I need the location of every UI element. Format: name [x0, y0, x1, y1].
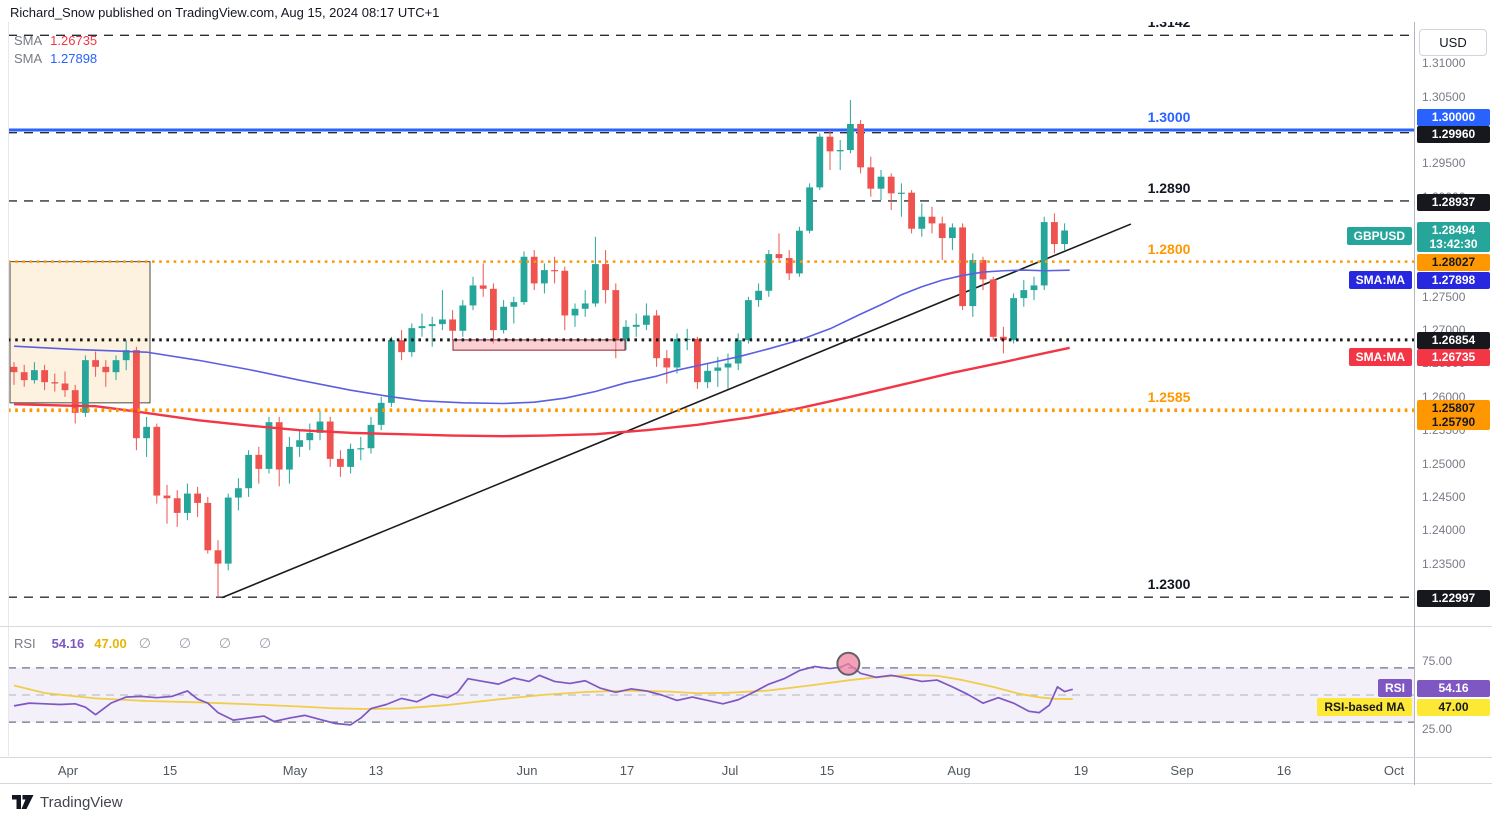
- price-tick: 1.24500: [1422, 489, 1466, 504]
- time-tick: Sep: [1170, 763, 1194, 778]
- axis-price-badge[interactable]: 47.00: [1417, 698, 1490, 716]
- currency-unit-button[interactable]: USD: [1419, 29, 1487, 56]
- series-name-badge: RSI-based MA: [1317, 698, 1412, 716]
- time-tick: May: [282, 763, 308, 778]
- time-tick: Apr: [57, 763, 79, 778]
- level-label: 1.3000: [1147, 109, 1191, 125]
- sma-legend-row-1[interactable]: SMA 1.26735: [14, 33, 97, 48]
- level-label: 1.2890: [1147, 179, 1191, 196]
- axis-price-badge[interactable]: 1.28027: [1417, 253, 1490, 271]
- axis-price-badge[interactable]: 1.30000: [1417, 108, 1490, 126]
- axis-price-badge[interactable]: 1.26735: [1417, 348, 1490, 366]
- rsi-tick: 75.00: [1422, 654, 1453, 669]
- axis-price-badge[interactable]: 54.16: [1417, 679, 1490, 697]
- axis-price-badge[interactable]: 1.29960: [1417, 125, 1490, 143]
- rsi-label: RSI: [14, 636, 36, 651]
- pane-divider[interactable]: [0, 626, 1492, 627]
- sma-fast-value: 1.27898: [50, 51, 98, 66]
- time-tick: 15: [819, 763, 835, 778]
- tradingview-logo-text: TradingView: [40, 793, 123, 811]
- rsi-line: [13, 662, 1073, 726]
- axis-price-badge[interactable]: 1.25807 1.25790: [1417, 400, 1490, 430]
- series-name-badge: RSI: [1377, 679, 1412, 697]
- time-tick: 19: [1073, 763, 1089, 778]
- axis-price-badge[interactable]: 1.28494 13:42:30: [1417, 222, 1490, 252]
- time-tick: 13: [368, 763, 384, 778]
- price-tick: 1.23500: [1422, 556, 1466, 571]
- axis-price-badge[interactable]: 1.27898: [1417, 271, 1490, 289]
- rsi-band: [8, 667, 1414, 723]
- level-label: 1.2800: [1147, 240, 1191, 257]
- sma-slow-value: 1.26735: [50, 33, 98, 48]
- sma-label: SMA: [14, 33, 43, 48]
- time-tick: Aug: [947, 763, 971, 778]
- rsi-ma-line: [13, 674, 1073, 710]
- attribution-text: Richard_Snow published on TradingView.co…: [10, 5, 440, 20]
- rsi-empty-params: ∅ ∅ ∅ ∅: [138, 635, 284, 651]
- price-axis[interactable]: 1.310001.305001.300001.295001.290001.285…: [1414, 22, 1492, 784]
- rsi-legend-row[interactable]: RSI 54.16 47.00 ∅ ∅ ∅ ∅: [14, 635, 283, 652]
- rsi-highlight-marker[interactable]: [836, 651, 861, 676]
- sma-label-2: SMA: [14, 51, 43, 66]
- time-tick: 16: [1276, 763, 1292, 778]
- pane-left-border: [8, 22, 9, 756]
- sma-legend-row-2[interactable]: SMA 1.27898: [14, 51, 97, 66]
- price-tick: 1.27500: [1422, 289, 1466, 304]
- price-tick: 1.31000: [1422, 56, 1466, 71]
- rsi-value: 54.16: [51, 636, 85, 651]
- time-tick: Jun: [516, 763, 538, 778]
- series-name-badge: SMA:MA: [1348, 271, 1412, 289]
- time-axis[interactable]: Apr 15 May 13 Jun 17 Jul 15 Aug 19 Sep 16 Oct: [0, 757, 1492, 785]
- main-price-pane[interactable]: SMA 1.26735 SMA 1.27898 1.3142 1.3000 1.2890…: [8, 22, 1414, 626]
- level-label: 1.3142: [1147, 22, 1191, 31]
- level-label: 1.2300: [1147, 576, 1191, 593]
- price-tick: 1.30500: [1422, 89, 1466, 104]
- time-tick: Jul: [721, 763, 739, 778]
- series-name-badge: GBPUSD: [1346, 227, 1412, 245]
- price-tick: 1.24000: [1422, 523, 1466, 538]
- axis-price-badge[interactable]: 1.22997: [1417, 589, 1490, 607]
- time-tick: 17: [619, 763, 635, 778]
- price-tick: 1.25000: [1422, 456, 1466, 471]
- tradingview-logo-icon: [12, 794, 34, 809]
- axis-price-badge[interactable]: 1.26854: [1417, 331, 1490, 349]
- rsi-tick: 25.00: [1422, 721, 1453, 736]
- tradingview-branding[interactable]: TradingView: [12, 792, 123, 812]
- time-tick: 15: [162, 763, 178, 778]
- time-axis-separator: [1414, 758, 1415, 785]
- series-name-badge: SMA:MA: [1348, 348, 1412, 366]
- axis-price-badge[interactable]: 1.28937: [1417, 193, 1490, 211]
- rsi-ma-value: 47.00: [94, 636, 127, 651]
- time-tick: Oct: [1383, 763, 1405, 778]
- price-tick: 1.29500: [1422, 156, 1466, 171]
- level-label: 1.2585: [1147, 388, 1191, 405]
